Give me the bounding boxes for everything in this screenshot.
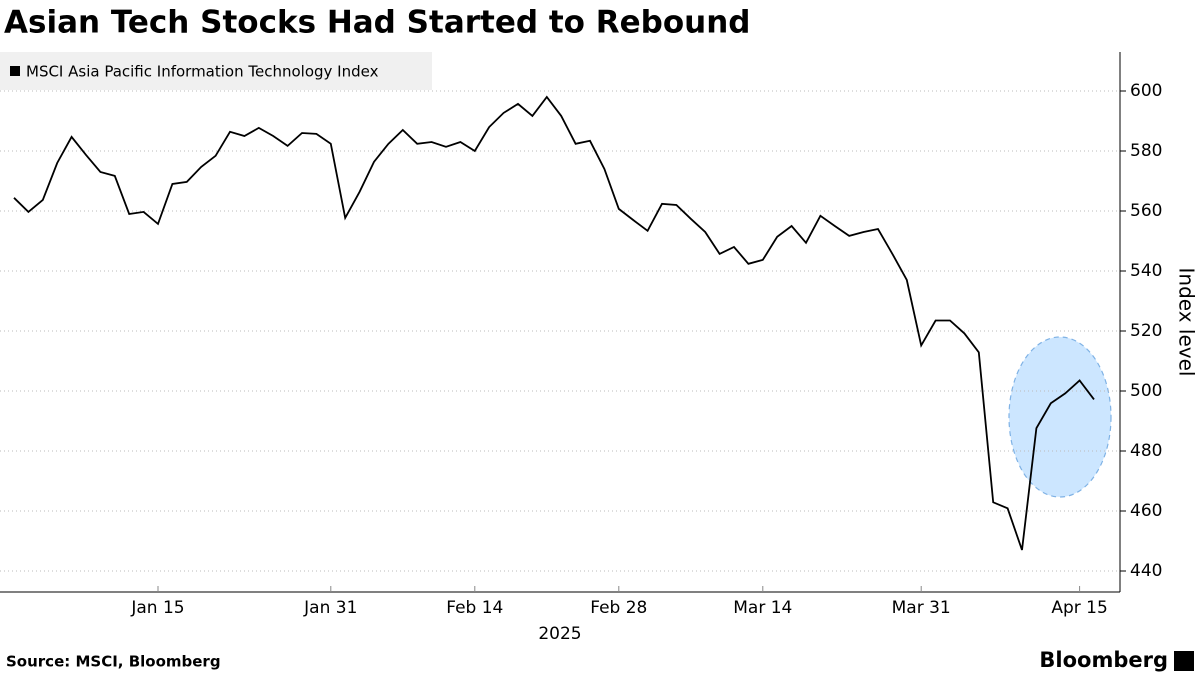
y-tick-label: 500 [1130, 381, 1162, 401]
x-axis-label: 2025 [538, 624, 581, 644]
legend-label: MSCI Asia Pacific Information Technology… [26, 63, 379, 81]
y-tick-label: 460 [1130, 501, 1162, 521]
x-tick-label: Apr 15 [1051, 598, 1107, 618]
legend-box [0, 52, 432, 90]
x-tick-label: Jan 15 [130, 598, 184, 618]
highlight-ellipse [1008, 336, 1112, 498]
y-axis-label: Index level [1175, 268, 1199, 377]
y-tick-label: 520 [1130, 321, 1162, 341]
x-tick-label: Jan 31 [303, 598, 357, 618]
x-tick-label: Feb 28 [590, 598, 647, 618]
legend-swatch [10, 66, 20, 76]
brand-icon [1174, 651, 1194, 671]
y-tick-label: 580 [1130, 141, 1162, 161]
y-tick-label: 600 [1130, 81, 1162, 101]
source: Source: MSCI, Bloomberg [6, 653, 221, 671]
y-tick-label: 440 [1130, 561, 1162, 581]
x-tick-label: Feb 14 [446, 598, 503, 618]
y-tick-label: 540 [1130, 261, 1162, 281]
series-line [13, 95, 1095, 551]
x-tick-label: Mar 31 [892, 598, 951, 618]
brand: Bloomberg [1039, 648, 1168, 672]
y-tick-label: 480 [1130, 441, 1162, 461]
x-tick-label: Mar 14 [733, 598, 792, 618]
chart-title: Asian Tech Stocks Had Started to Rebound [4, 5, 750, 41]
y-tick-label: 560 [1130, 201, 1162, 221]
